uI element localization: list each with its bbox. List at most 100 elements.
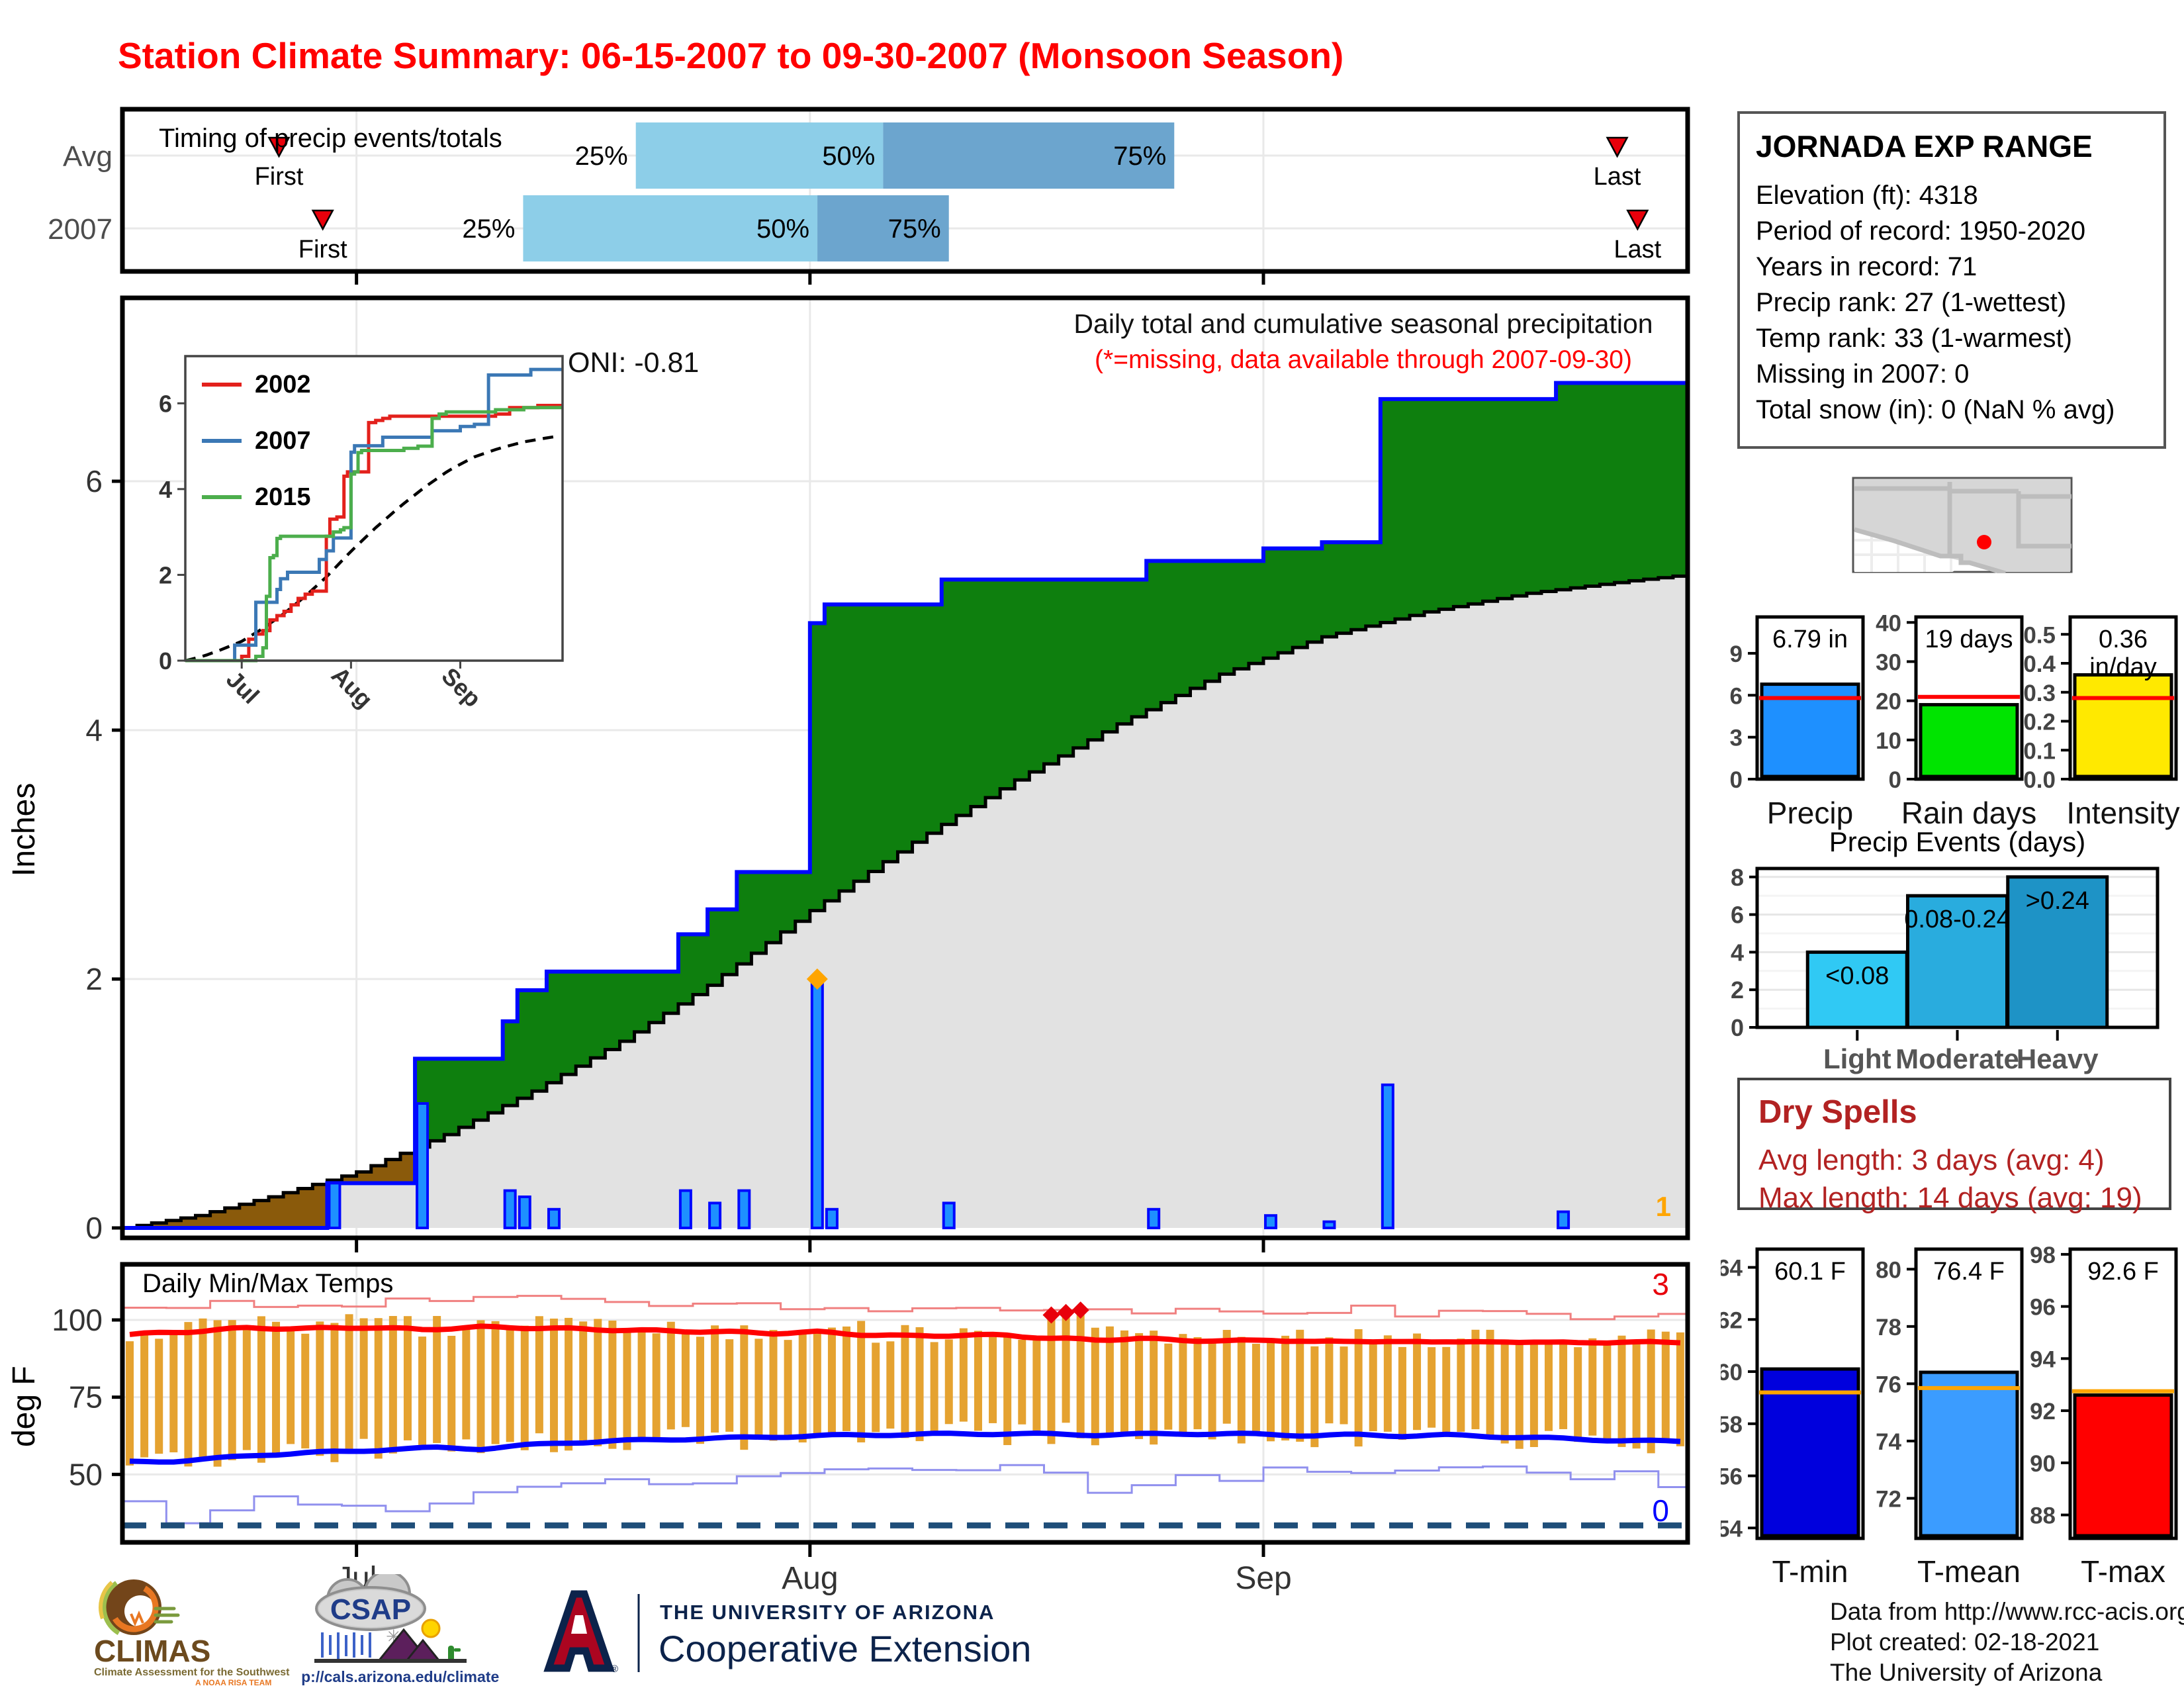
dry-spells-line: Max length: 14 days (avg: 19) (1758, 1182, 2142, 1214)
mini-bar-Rain days (1919, 703, 2019, 778)
record-low-count: 0 (1652, 1493, 1669, 1528)
daily-temp-range-bar (1544, 1343, 1553, 1431)
svg-text:®: ® (611, 1664, 618, 1675)
events-x-label: Heavy (2017, 1043, 2099, 1074)
mini-axis-label: T-min (1772, 1554, 1848, 1589)
daily-temp-range-bar (681, 1331, 690, 1427)
daily-temp-range-bar (1208, 1338, 1216, 1440)
csap-logo: CSAP ✳ http://cals.arizona.edu/climate (282, 1570, 533, 1687)
mini-value-label: 0.36 (2099, 626, 2148, 653)
daily-temp-range-bar (1500, 1339, 1509, 1444)
mini-bar-Intensity (2073, 673, 2173, 778)
daily-temp-range-bar (549, 1318, 558, 1452)
daily-temp-range-bar (169, 1331, 178, 1453)
inset-avg-dashed-line (185, 434, 560, 663)
daily-temp-range-bar (769, 1330, 778, 1441)
daily-temp-range-bar (199, 1318, 207, 1458)
daily-temp-range-bar (565, 1317, 573, 1451)
daily-temp-range-bar (827, 1327, 836, 1435)
pct-label: 50% (822, 142, 875, 171)
daily-precip-bar (547, 1207, 561, 1230)
mini-bar-T-min (1760, 1367, 1860, 1538)
station-info-line: Precip rank: 27 (1-wettest) (1756, 288, 2067, 317)
y-tick-label: 62 (1721, 1307, 1743, 1333)
credit-line: The University of Arizona (1830, 1659, 2103, 1686)
inset-series-line-2015 (185, 406, 563, 663)
daily-temp-range-bar (287, 1329, 295, 1444)
daily-temp-range-bar (1251, 1343, 1260, 1432)
y-tick-label: 50 (69, 1457, 103, 1491)
daily-temp-range-bar (184, 1322, 193, 1467)
y-tick-label: 75 (69, 1380, 103, 1415)
x-tick-label: Aug (782, 1561, 838, 1596)
quartile-bar-50-75 (883, 122, 1175, 189)
y-tick-label: 2 (85, 962, 103, 996)
daily-temp-range-bar (813, 1332, 821, 1437)
daily-temp-range-bar (1398, 1346, 1406, 1440)
daily-temp-range-bar (1632, 1340, 1641, 1449)
daily-temp-range-bar (740, 1325, 749, 1450)
avg-min-temp-line (129, 1430, 1681, 1465)
daily-temp-range-bar (711, 1325, 719, 1433)
record-high-diamond-icon (1042, 1306, 1060, 1324)
credit-line: Data from http://www.rcc-acis.org/ (1830, 1598, 2184, 1625)
daily-temp-range-bar (696, 1336, 705, 1444)
station-info-line: Missing in 2007: 0 (1756, 359, 1970, 389)
y-tick-label: 74 (1876, 1429, 1901, 1455)
timing-panel-svg: First Last 25% 50% 75% Avg First Last 25% 50% 75% 2… (48, 107, 1690, 285)
daily-precip-bar (1381, 1083, 1394, 1230)
y-axis-label: Inches (7, 783, 42, 876)
daily-temp-range-bar (257, 1316, 265, 1463)
daily-temp-range-bar (608, 1320, 617, 1449)
daily-temp-range-bar (1047, 1315, 1056, 1444)
daily-temp-range-bar (594, 1319, 602, 1446)
daily-temp-range-bar (1325, 1337, 1334, 1424)
y-tick-label: 3 (1730, 726, 1743, 751)
events-bar-Heavy (2006, 875, 2109, 1029)
events-bar-annotation: <0.08 (1825, 962, 1889, 990)
mini-value-label: 19 days (1925, 626, 2013, 653)
daily-precip-bar (942, 1201, 956, 1230)
cumulative-2007-line (122, 381, 1688, 1230)
y-tick-label: 96 (2030, 1295, 2056, 1321)
daily-temp-range-bar (1281, 1335, 1290, 1441)
daily-temp-range-bar (316, 1321, 324, 1456)
daily-temp-range-bar (462, 1327, 471, 1440)
daily-temp-range-bar (1617, 1335, 1626, 1447)
daily-temp-range-bar (301, 1333, 310, 1449)
daily-temp-range-bar (1559, 1343, 1568, 1429)
daily-temp-range-bar (1354, 1329, 1363, 1447)
record-high-line (122, 1295, 1688, 1321)
y-tick-label: 76 (1876, 1372, 1901, 1397)
y-tick-label: 2 (159, 561, 172, 588)
quartile-bar-50-75 (817, 195, 949, 261)
mini-axis-label: T-mean (1917, 1554, 2021, 1589)
climas-tagline: Climate Assessment for the Southwest (94, 1667, 290, 1678)
event-marker-triangle-icon (1606, 136, 1629, 158)
daily-temp-range-bar (1515, 1342, 1524, 1449)
y-tick-label: 0.3 (2023, 680, 2056, 706)
y-tick-label: 6 (1730, 683, 1743, 709)
inset-frame (184, 355, 564, 662)
station-info-line: Temp rank: 33 (1-warmest) (1756, 324, 2072, 353)
inset-chart-svg: 2002 2007 2015 0 2 4 6 Jul Aug Sep (159, 355, 564, 713)
y-tick-label: 0.5 (2023, 622, 2056, 648)
events-frame (1755, 867, 2160, 1029)
y-tick-label: 92 (2030, 1399, 2056, 1425)
daily-temp-range-bar (915, 1327, 924, 1442)
mini-value-label: in/day (2089, 653, 2156, 681)
daily-temp-range-bar (1237, 1336, 1246, 1444)
station-info-line: Total snow (in): 0 (NaN % avg) (1756, 395, 2115, 424)
x-tick-label: Sep (1235, 1561, 1291, 1596)
university-of-arizona-logo: ® THE UNIVERSITY OF ARIZONA Cooperative … (539, 1587, 1062, 1677)
page-title: Station Climate Summary: 06-15-2007 to 0… (118, 35, 1344, 76)
y-tick-label: 0 (1889, 767, 1901, 793)
timing-panel-title: Timing of precip events/totals (159, 124, 502, 153)
inset-series-line-2002 (185, 404, 563, 663)
daily-temp-range-bar (1135, 1333, 1144, 1439)
mini-value-label: 6.79 in (1772, 626, 1848, 653)
daily-temp-range-bar (213, 1320, 222, 1467)
avg-cumulative-line (122, 574, 1690, 1230)
inset-cumulative-comparison-chart: 2002 2007 2015 0 2 4 6 Jul Aug Sep (113, 310, 708, 740)
daily-precip-bar (503, 1189, 517, 1229)
